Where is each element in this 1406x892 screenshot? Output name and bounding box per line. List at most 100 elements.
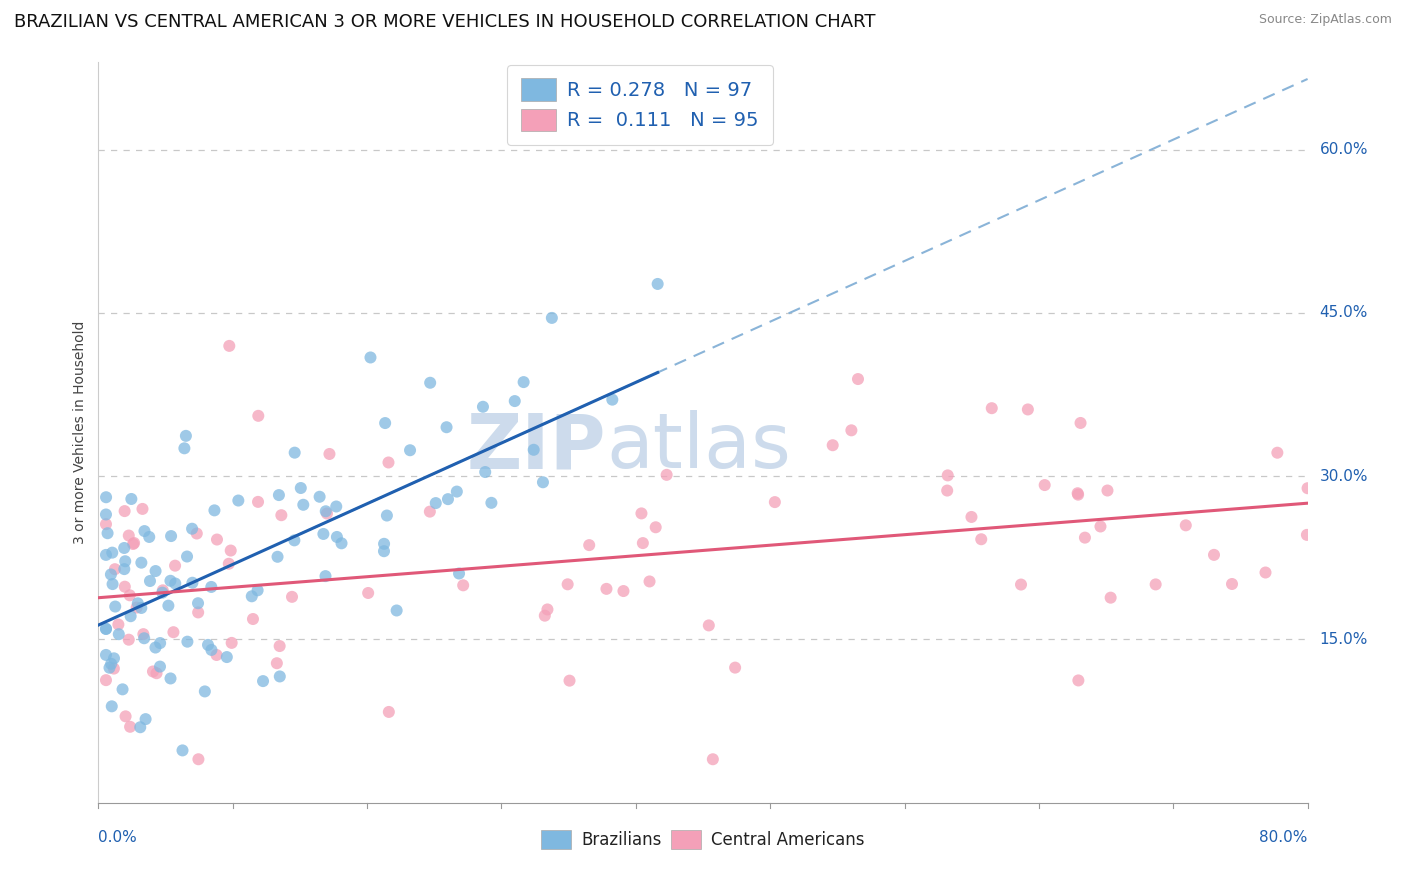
Point (841, 423, 863, 437)
Point (194, 684, 217, 698)
Point (94, 622, 117, 636)
Point (187, 606, 209, 620)
Point (702, 752, 724, 766)
Point (644, 520, 666, 534)
Point (283, 533, 305, 548)
Point (221, 636, 243, 650)
Point (1220, 577, 1243, 591)
Point (1254, 566, 1277, 580)
Point (270, 508, 292, 523)
Point (325, 500, 347, 514)
Point (373, 544, 395, 558)
Point (447, 566, 470, 581)
Point (228, 493, 250, 508)
Point (218, 557, 240, 571)
Point (1066, 486, 1088, 500)
Text: ZIP: ZIP (467, 410, 606, 484)
Point (240, 589, 263, 603)
Point (219, 543, 242, 558)
Point (200, 580, 222, 594)
Point (94, 673, 117, 687)
Point (960, 510, 983, 524)
Point (159, 574, 181, 588)
Point (142, 665, 165, 679)
Point (647, 277, 669, 291)
Point (246, 583, 269, 598)
Point (1097, 483, 1119, 498)
Point (94, 490, 117, 504)
Point (385, 603, 408, 617)
Point (97, 526, 120, 541)
Point (697, 618, 720, 632)
Point (176, 549, 198, 564)
Point (242, 612, 264, 626)
Point (503, 394, 526, 409)
Point (135, 712, 157, 726)
Point (200, 643, 222, 657)
Point (536, 602, 558, 616)
Point (103, 662, 125, 676)
Point (138, 530, 160, 544)
Point (284, 445, 307, 459)
Point (374, 416, 396, 430)
Point (558, 673, 581, 688)
Text: Source: ZipAtlas.com: Source: ZipAtlas.com (1258, 13, 1392, 27)
Point (419, 505, 441, 519)
Point (176, 634, 198, 648)
Point (531, 475, 554, 490)
Point (312, 527, 335, 541)
Point (252, 674, 274, 689)
Point (134, 632, 156, 646)
Point (557, 577, 579, 591)
Point (821, 438, 844, 452)
Point (1267, 446, 1289, 460)
Point (1067, 673, 1090, 688)
Point (846, 372, 869, 386)
Point (290, 481, 312, 495)
Point (107, 617, 129, 632)
Point (174, 429, 197, 443)
Point (1202, 548, 1225, 562)
Point (94, 548, 117, 562)
Point (187, 596, 209, 610)
Point (129, 720, 152, 734)
Point (131, 556, 153, 570)
Point (375, 508, 398, 523)
Point (425, 496, 447, 510)
Point (318, 447, 340, 461)
Point (100, 567, 122, 582)
Point (218, 339, 240, 353)
Point (638, 574, 661, 589)
Point (612, 584, 634, 599)
Text: 30.0%: 30.0% (1320, 468, 1368, 483)
Point (205, 648, 228, 662)
Point (134, 524, 156, 538)
Point (187, 752, 209, 766)
Point (125, 600, 148, 615)
Point (118, 588, 141, 602)
Point (1033, 478, 1056, 492)
Point (94, 508, 117, 522)
Point (724, 660, 747, 674)
Point (269, 669, 291, 683)
Point (1010, 577, 1032, 591)
Point (360, 351, 382, 365)
Point (578, 538, 600, 552)
Point (181, 522, 204, 536)
Point (377, 455, 399, 469)
Point (1144, 577, 1167, 591)
Point (120, 491, 142, 506)
Point (114, 504, 136, 518)
Point (118, 528, 141, 542)
Point (101, 577, 124, 591)
Point (763, 495, 786, 509)
Point (101, 546, 124, 560)
Point (602, 392, 624, 407)
Point (540, 310, 562, 325)
Point (1296, 481, 1319, 495)
Point (533, 608, 555, 623)
Point (936, 468, 959, 483)
Point (1099, 591, 1122, 605)
Point (266, 657, 288, 671)
Point (112, 562, 135, 576)
